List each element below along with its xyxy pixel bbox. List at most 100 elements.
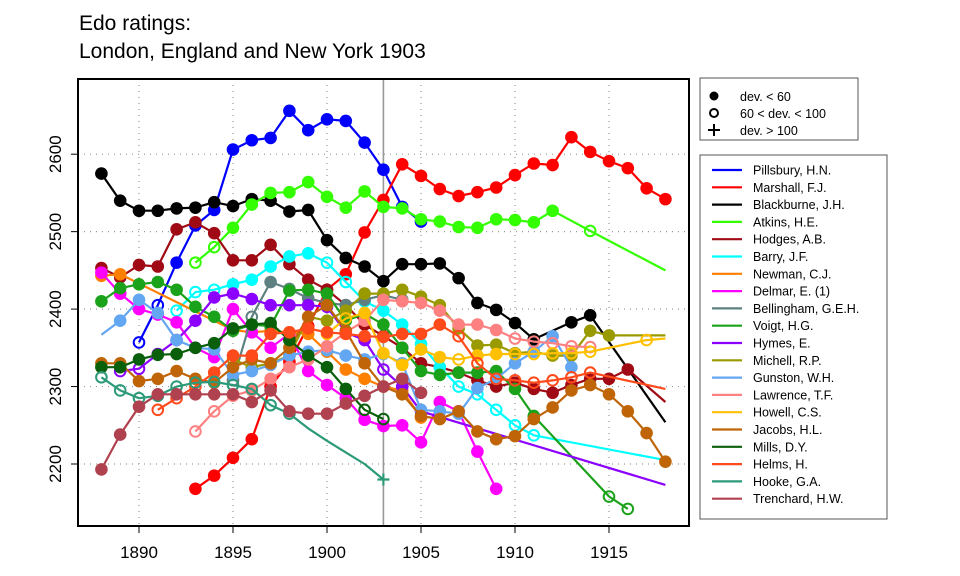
data-point: [132, 293, 146, 307]
data-point: [170, 256, 183, 269]
data-point: [433, 257, 447, 270]
data-point: [207, 195, 221, 209]
data-point: [659, 192, 672, 206]
data-point: [377, 473, 390, 486]
open-circle-icon: [709, 108, 719, 118]
data-point: [264, 316, 277, 330]
data-point: [565, 346, 578, 360]
data-point: [189, 341, 202, 355]
data-point: [452, 189, 465, 203]
data-point: [395, 157, 409, 171]
data-point: [226, 322, 240, 335]
marker-legend-label: 60 < dev. < 100: [740, 107, 826, 121]
data-point: [377, 363, 390, 376]
data-point: [602, 387, 616, 401]
data-point: [433, 318, 447, 331]
series-blackburne-j-h: [95, 167, 667, 423]
marker-legend: dev. < 60 60 < dev. < 100 dev. > 100: [699, 77, 859, 141]
series-line: [194, 298, 591, 433]
data-point: [207, 240, 221, 254]
data-point: [301, 349, 315, 362]
data-point: [283, 185, 296, 199]
data-point: [301, 322, 315, 335]
series-line: [194, 181, 666, 272]
data-point: [320, 339, 334, 353]
data-point: [170, 283, 183, 297]
data-point: [395, 283, 409, 297]
data-point: [489, 323, 503, 337]
data-point: [414, 436, 428, 449]
x-tick-label: 1890: [120, 543, 158, 562]
series-line: [100, 376, 385, 481]
data-point: [301, 247, 315, 260]
data-point: [602, 372, 616, 386]
legend-label: Lawrence, T.F.: [753, 388, 833, 402]
data-point: [170, 387, 183, 401]
data-point: [189, 314, 202, 328]
data-point: [113, 360, 127, 374]
data-point: [452, 353, 465, 366]
data-point: [433, 304, 447, 317]
data-point: [358, 260, 371, 273]
data-point: [602, 329, 616, 342]
legend-label: Gunston, W.H.: [753, 371, 834, 385]
data-point: [189, 376, 202, 389]
legend-label: Jacobs, H.L.: [753, 423, 822, 437]
data-point: [640, 426, 653, 440]
plus-icon: [708, 124, 720, 136]
series-howell-c-s: [320, 306, 666, 372]
data-point: [489, 303, 503, 317]
data-point: [414, 296, 428, 310]
legend-label: Newman, C.J.: [753, 267, 832, 281]
marker-legend-label: dev. < 60: [740, 90, 791, 104]
data-point: [283, 205, 296, 218]
x-tick-label: 1915: [590, 543, 628, 562]
plot-frame: [77, 78, 690, 527]
data-point: [170, 315, 183, 329]
data-point: [301, 123, 315, 137]
data-point: [621, 405, 635, 418]
data-point: [377, 293, 390, 307]
data-point: [207, 375, 221, 389]
data-point: [583, 308, 597, 322]
data-point: [264, 327, 277, 341]
legend-label: Voigt, H.G.: [753, 319, 813, 333]
data-point: [132, 374, 146, 388]
data-point: [358, 329, 371, 343]
data-point: [283, 405, 296, 418]
data-point: [264, 341, 277, 355]
data-point: [301, 273, 315, 286]
data-point: [301, 310, 315, 324]
grid: [78, 79, 689, 526]
data-point: [226, 199, 240, 213]
data-point: [471, 221, 484, 235]
data-point: [452, 329, 465, 343]
data-point: [264, 384, 277, 397]
data-point: [113, 281, 127, 295]
data-point: [395, 387, 409, 401]
data-point: [452, 271, 465, 285]
x-axis: 1890 1895 1900 1905 1910 1915: [120, 526, 628, 562]
data-point: [283, 298, 296, 312]
data-point: [320, 256, 334, 269]
data-point: [320, 378, 334, 392]
data-point: [226, 387, 240, 401]
data-point: [132, 302, 146, 316]
data-point: [621, 363, 635, 376]
data-point: [527, 376, 541, 389]
data-point: [602, 490, 616, 503]
data-point: [395, 341, 409, 355]
data-point: [339, 201, 353, 214]
data-point: [508, 357, 522, 370]
data-point: [358, 413, 371, 427]
legend-label: Pillsbury, H.N.: [753, 164, 831, 178]
data-point: [377, 318, 390, 331]
data-point: [358, 287, 371, 300]
data-point: [151, 387, 165, 401]
data-point: [132, 400, 146, 413]
data-point: [170, 364, 183, 378]
data-point: [377, 412, 390, 426]
data-point: [433, 182, 447, 196]
data-point: [358, 403, 371, 417]
